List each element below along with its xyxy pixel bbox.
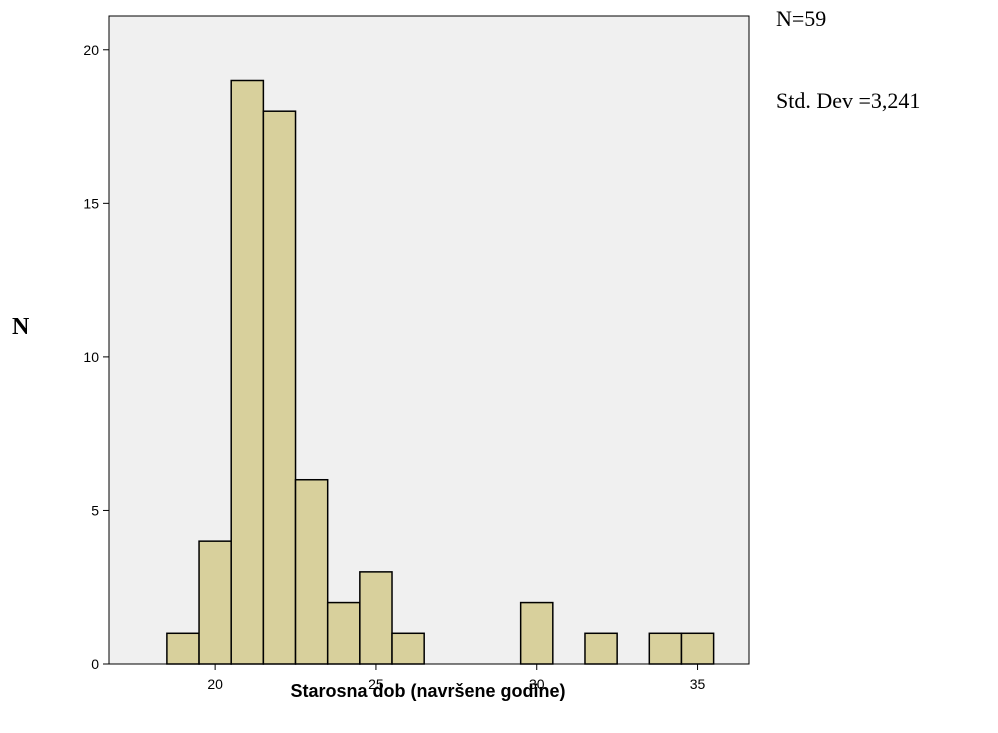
plot-frame	[108, 15, 750, 665]
histogram-bar	[584, 632, 618, 665]
x-axis: 20 25 30 35	[207, 664, 706, 692]
y-axis-label: N	[12, 314, 30, 340]
std-dev-text: Std. Dev =3,241	[776, 88, 921, 113]
histogram-bar	[519, 601, 554, 665]
histogram-bar	[262, 110, 297, 665]
histogram-bar	[198, 540, 232, 665]
histogram-bar	[391, 632, 425, 665]
x-tick-label: 30	[529, 676, 545, 692]
x-tick-label: 20	[207, 676, 223, 692]
sample-size-text: N=59	[776, 6, 827, 31]
x-tick-label: 25	[368, 676, 384, 692]
y-axis: 0 5 10 15 20	[83, 42, 109, 672]
histogram-bar	[648, 632, 683, 665]
histogram-bar	[326, 601, 361, 665]
y-tick-label: 15	[83, 195, 99, 211]
y-tick-label: 5	[91, 502, 99, 518]
histogram-bar	[680, 632, 715, 665]
histogram-bar	[294, 478, 329, 665]
y-tick-label: 10	[83, 349, 99, 365]
histogram-bar	[166, 632, 200, 665]
histogram-bars	[166, 79, 715, 665]
histogram-bar	[359, 571, 393, 665]
x-axis-label: Starosna dob (navršene godine)	[290, 681, 565, 701]
y-tick-label: 20	[83, 42, 99, 58]
x-tick-label: 35	[690, 676, 706, 692]
histogram-bar	[230, 79, 265, 665]
y-tick-label: 0	[91, 656, 99, 672]
